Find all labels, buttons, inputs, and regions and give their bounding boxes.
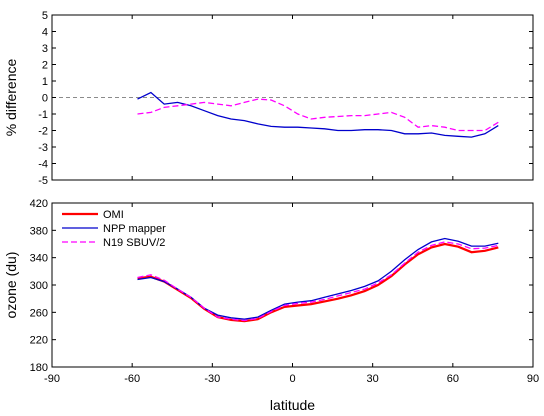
difference-y-tick-label: -3 <box>38 142 48 154</box>
ozone-series-line-2 <box>137 241 499 322</box>
difference-y-tick-label: 4 <box>42 27 48 39</box>
difference-axis-ticks: 5 4 3 2 1 0 -1 -2 -3 -4 -5 <box>38 10 534 187</box>
legend-label: OMI <box>103 209 124 221</box>
difference-y-axis-title: % difference <box>3 59 19 137</box>
legend: OMI NPP mapper N19 SBUV/2 <box>62 209 166 249</box>
difference-panel: 5 4 3 2 1 0 -1 -2 -3 -4 -5 % difference <box>3 10 534 187</box>
ozone-y-tick-label: 300 <box>30 280 48 292</box>
ozone-x-tick-label: 60 <box>447 373 459 385</box>
legend-label: N19 SBUV/2 <box>103 237 165 249</box>
ozone-y-tick-label: 220 <box>30 335 48 347</box>
ozone-series-line-1 <box>137 237 499 320</box>
ozone-y-axis-title: ozone (du) <box>3 252 19 319</box>
difference-y-tick-label: 2 <box>42 60 48 72</box>
ozone-series-group <box>137 237 499 323</box>
ozone-panel: 180 220 260 300 340 380 420 -90 -60 -30 0 30 60 90 oz… <box>3 198 539 413</box>
ozone-x-tick-label: -30 <box>204 373 220 385</box>
difference-y-tick-label: 5 <box>42 10 48 22</box>
difference-y-tick-label: -5 <box>38 175 48 187</box>
ozone-x-tick-label: -60 <box>124 373 140 385</box>
difference-series-group <box>137 91 499 138</box>
ozone-y-tick-label: 180 <box>30 362 48 374</box>
difference-y-tick-label: -1 <box>38 109 48 121</box>
legend-label: NPP mapper <box>103 223 166 235</box>
ozone-x-tick-label: 0 <box>289 373 295 385</box>
ozone-axis-ticks: 180 220 260 300 340 380 420 -90 -60 -30 0 30 60 90 <box>30 198 539 385</box>
ozone-x-tick-label: -90 <box>44 373 60 385</box>
x-axis-title: latitude <box>270 397 315 413</box>
difference-y-tick-label: 1 <box>42 76 48 88</box>
difference-y-tick-label: -4 <box>38 159 48 171</box>
difference-series-line-0 <box>137 91 499 138</box>
ozone-y-tick-label: 340 <box>30 253 48 265</box>
ozone-y-tick-label: 420 <box>30 198 48 210</box>
difference-y-tick-label: -2 <box>38 126 48 138</box>
ozone-x-tick-label: 90 <box>527 373 539 385</box>
ozone-x-tick-label: 30 <box>367 373 379 385</box>
ozone-y-tick-label: 380 <box>30 225 48 237</box>
ozone-y-tick-label: 260 <box>30 307 48 319</box>
ozone-series-line-0 <box>137 242 499 323</box>
difference-y-tick-label: 0 <box>42 93 48 105</box>
difference-y-tick-label: 3 <box>42 43 48 55</box>
difference-series-line-1 <box>137 98 499 132</box>
